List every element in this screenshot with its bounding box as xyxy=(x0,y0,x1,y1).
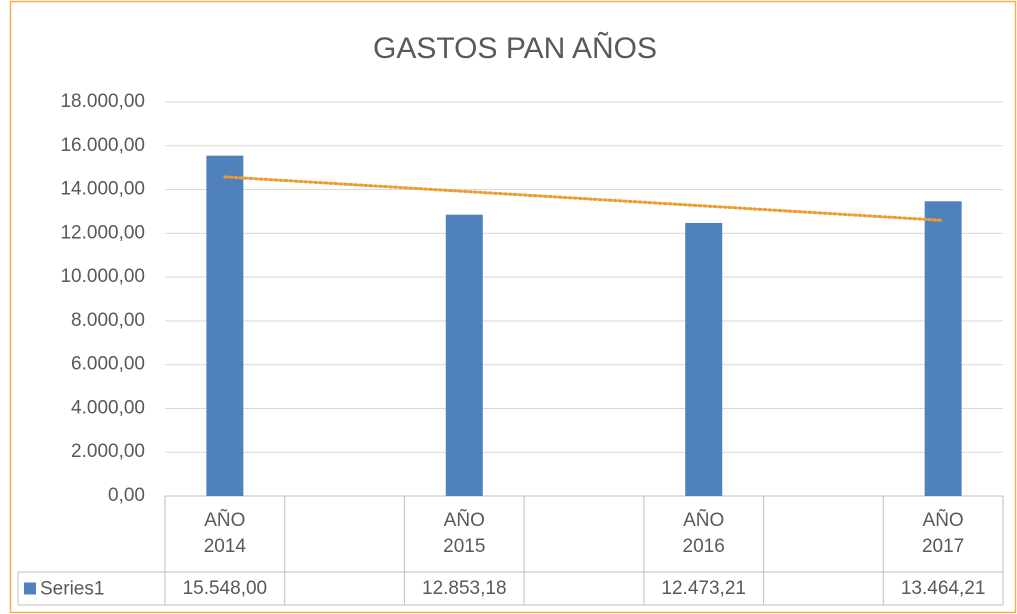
y-tick-label: 6.000,00 xyxy=(71,354,145,375)
x-tick-label-text: AÑO 2015 xyxy=(443,510,486,557)
y-tick-label: 4.000,00 xyxy=(71,397,145,418)
x-tick-label-text: AÑO 2017 xyxy=(921,510,965,557)
x-tick-label: AÑO 2015 xyxy=(404,496,524,572)
x-tick-label-text: AÑO 2014 xyxy=(203,510,246,557)
bar xyxy=(445,214,483,496)
y-tick-label: 14.000,00 xyxy=(60,179,145,200)
data-table-value-text: 13.464,21 xyxy=(900,577,986,599)
bar xyxy=(924,201,962,497)
data-table-value-text: 12.853,18 xyxy=(422,577,507,599)
x-tick-label: AÑO 2017 xyxy=(883,496,1003,572)
data-table-value: 12.853,18 xyxy=(404,572,524,605)
y-tick-label: 0,00 xyxy=(108,485,145,506)
y-tick-label: 16.000,00 xyxy=(60,135,145,156)
chart-border xyxy=(9,0,1017,614)
data-table-value: 13.464,21 xyxy=(883,572,1003,605)
data-table-value-text: 12.473,21 xyxy=(661,577,746,599)
y-tick-label: 2.000,00 xyxy=(71,441,145,462)
x-tick-label: AÑO 2014 xyxy=(165,496,285,572)
trendline xyxy=(223,175,945,222)
legend-key xyxy=(24,582,36,595)
y-tick-label: 18.000,00 xyxy=(60,91,145,112)
data-table-value: 15.548,00 xyxy=(165,572,285,605)
data-table-value-text: 15.548,00 xyxy=(182,577,268,599)
y-tick-label: 8.000,00 xyxy=(71,310,145,331)
chart-title: GASTOS PAN AÑOS xyxy=(373,31,657,65)
bar xyxy=(685,222,723,497)
x-tick-label: AÑO 2016 xyxy=(644,496,764,572)
bar xyxy=(206,155,244,496)
y-tick-label: 12.000,00 xyxy=(60,222,145,243)
y-tick-label: 10.000,00 xyxy=(60,266,145,287)
legend-label: Series1 xyxy=(40,579,104,600)
data-table-value: 12.473,21 xyxy=(644,572,764,605)
x-tick-label-text: AÑO 2016 xyxy=(682,510,725,557)
